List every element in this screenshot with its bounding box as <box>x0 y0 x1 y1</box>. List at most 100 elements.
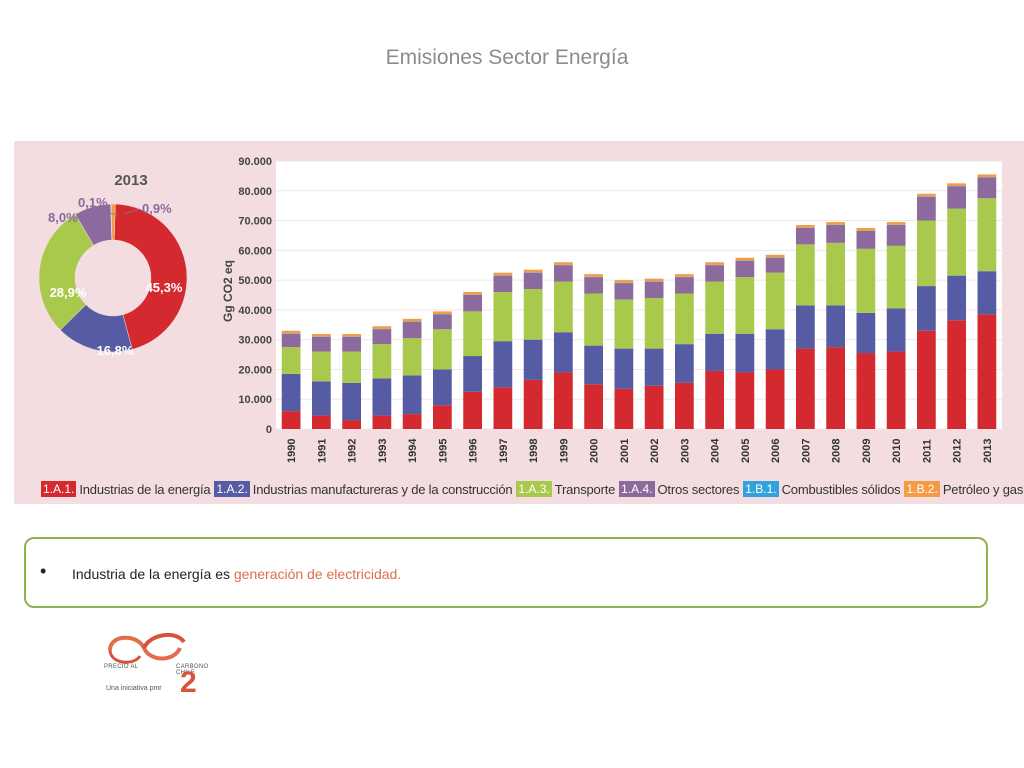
bar-segment-1-A-4-1990 <box>281 333 301 348</box>
bar-segment-1-A-2-1995 <box>432 369 452 406</box>
x-tick-label: 2011 <box>921 439 933 463</box>
bar-segment-1-A-2-2001 <box>614 348 634 389</box>
bar-segment-1-A-2-1993 <box>372 378 392 416</box>
bar-segment-1-A-3-1998 <box>523 289 543 340</box>
bar-segment-1-A-4-2007 <box>795 228 815 245</box>
bar-segment-1-A-4-1991 <box>311 336 331 352</box>
bar-segment-1-A-1-2001 <box>614 388 634 429</box>
legend-item: 1.B.1. Combustibles sólidos <box>743 481 901 497</box>
bar-segment-1-A-2-2008 <box>826 305 846 348</box>
bar-segment-1-B-2-2009 <box>856 228 876 231</box>
legend-label: Industrias de la energía <box>79 481 211 497</box>
bar-segment-1-A-4-2012 <box>947 186 967 209</box>
donut-slice-1-A-1 <box>113 203 188 350</box>
legend-code: 1.A.1. <box>41 481 77 497</box>
note-text: Industria de la energía es generación de… <box>72 566 401 582</box>
bar-segment-1-A-3-2012 <box>947 208 967 276</box>
x-tick-label: 1994 <box>407 438 419 463</box>
x-tick-label: 2008 <box>831 439 843 463</box>
bar-segment-1-A-3-1995 <box>432 329 452 370</box>
bar-segment-1-B-2-2004 <box>705 262 725 265</box>
bar-segment-1-A-4-2006 <box>765 257 785 273</box>
bar-segment-1-A-3-2013 <box>977 198 997 272</box>
x-tick-label: 1998 <box>528 439 540 463</box>
bar-segment-1-A-4-2011 <box>916 196 936 221</box>
bar-segment-1-A-4-2002 <box>644 281 664 298</box>
bar-segment-1-B-2-2012 <box>947 183 967 187</box>
bar-segment-1-B-2-1997 <box>493 272 513 276</box>
bar-segment-1-A-2-1992 <box>342 382 362 421</box>
bar-segment-1-A-2-2004 <box>705 333 725 371</box>
bar-segment-1-A-3-2009 <box>856 248 876 313</box>
bar-segment-1-B-2-2003 <box>674 274 694 277</box>
x-tick-label: 2001 <box>619 439 631 463</box>
bar-segment-1-A-1-1995 <box>432 405 452 429</box>
bar-segment-1-A-2-1991 <box>311 381 331 416</box>
legend-label: Petróleo y gas natural <box>942 481 1024 497</box>
bar-segment-1-B-2-2001 <box>614 280 634 283</box>
bar-segment-1-A-2-1997 <box>493 341 513 388</box>
donut-label-1a1: 45,3% <box>146 280 183 295</box>
bar-segment-1-A-3-2002 <box>644 297 664 349</box>
bar-segment-1-A-1-2004 <box>705 370 725 429</box>
bar-segment-1-A-1-1996 <box>463 391 483 429</box>
bar-segment-1-A-2-1990 <box>281 373 301 412</box>
bar-segment-1-A-3-2000 <box>584 293 604 346</box>
bar-segment-1-A-1-1994 <box>402 414 422 429</box>
bar-segment-1-A-1-1997 <box>493 387 513 429</box>
bullet-point: • <box>40 561 47 581</box>
bar-segment-1-B-2-1993 <box>372 326 392 329</box>
y-tick-label: 90.000 <box>238 156 272 168</box>
chart-legend: 1.A.1. Industrias de la energía 1.A.2. Indu… <box>41 479 1024 499</box>
bar-segment-1-A-1-2006 <box>765 369 785 429</box>
donut-label-1a4: 8,0% <box>48 210 78 225</box>
bar-segment-1-A-1-2013 <box>977 314 997 429</box>
bar-segment-1-A-1-1993 <box>372 415 392 429</box>
bar-segment-1-A-1-2012 <box>947 320 967 429</box>
bar-segment-1-A-2-1998 <box>523 339 543 380</box>
bar-segment-1-A-3-1999 <box>553 281 573 333</box>
bar-segment-1-A-4-1998 <box>523 272 543 290</box>
donut-label-1b2: 0,9% <box>142 201 172 216</box>
x-tick-label: 1992 <box>347 439 359 463</box>
bar-segment-1-A-1-2010 <box>886 351 906 429</box>
bar-segment-1-A-3-2005 <box>735 277 755 334</box>
bar-segment-1-A-1-2009 <box>856 353 876 429</box>
x-tick-label: 2006 <box>770 439 782 463</box>
bar-segment-1-A-1-1990 <box>281 411 301 429</box>
bar-segment-1-A-2-2009 <box>856 312 876 354</box>
bar-segment-1-A-2-2007 <box>795 305 815 349</box>
x-tick-label: 1996 <box>468 439 480 463</box>
legend-label: Otros sectores <box>657 481 740 497</box>
bar-segment-1-A-3-1990 <box>281 347 301 374</box>
x-tick-label: 1999 <box>558 439 570 463</box>
bar-segment-1-B-2-1996 <box>463 292 483 295</box>
bar-segment-1-A-3-1992 <box>342 351 362 383</box>
y-tick-label: 10.000 <box>238 394 272 406</box>
y-tick-label: 30.000 <box>238 335 272 347</box>
bar-segment-1-A-3-2011 <box>916 220 936 287</box>
x-tick-label: 2003 <box>679 439 691 463</box>
donut-chart: 2013 45,3% 16,8% 28,9% 8,0%0,1% 0,9% <box>38 172 188 358</box>
y-tick-label: 40.000 <box>238 305 272 317</box>
bar-segment-1-B-2-1992 <box>342 334 362 337</box>
bar-segment-1-A-4-1999 <box>553 265 573 282</box>
donut-leader-1b2 <box>123 208 141 215</box>
bar-segment-1-B-2-2013 <box>977 174 997 178</box>
x-tick-label: 2010 <box>891 439 903 463</box>
legend-item: 1.A.2. Industrias manufactureras y de la … <box>214 481 513 497</box>
bar-segment-1-B-2-1990 <box>281 330 301 334</box>
legend-code: 1.B.2. <box>904 481 940 497</box>
bar-segment-1-A-3-2008 <box>826 242 846 306</box>
bar-segment-1-A-2-1999 <box>553 332 573 373</box>
bar-segment-1-A-2-2006 <box>765 329 785 370</box>
bar-segment-1-A-1-2000 <box>584 384 604 429</box>
bar-segment-1-A-1-2003 <box>674 382 694 429</box>
bar-segment-1-A-2-2012 <box>947 275 967 321</box>
bar-segment-1-A-1-2005 <box>735 372 755 429</box>
bar-segment-1-A-4-2008 <box>826 225 846 243</box>
note-text-main: Industria de la energía es <box>72 566 234 582</box>
bar-segment-1-A-2-2002 <box>644 348 664 386</box>
bar-segment-1-A-3-1996 <box>463 311 483 357</box>
bar-segment-1-A-2-1994 <box>402 375 422 415</box>
